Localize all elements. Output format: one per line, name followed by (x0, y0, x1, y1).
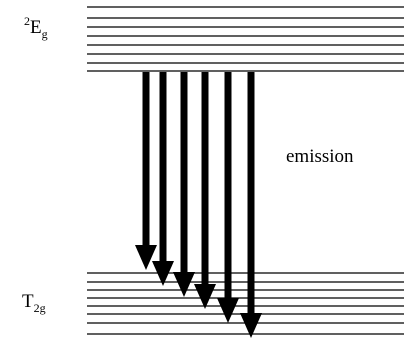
upper-state-superscript: 2 (24, 14, 30, 28)
emission-arrow (194, 72, 216, 309)
emission-arrows (135, 72, 262, 338)
upper-state-subscript: g (41, 27, 48, 41)
emission-arrow (135, 72, 157, 270)
upper-state-levels (87, 6, 404, 72)
emission-arrow (152, 72, 174, 286)
upper-state-label: 2Eg (24, 15, 48, 40)
emission-label: emission (286, 146, 354, 167)
upper-state-symbol: E (30, 17, 42, 38)
lower-state-symbol: T (22, 291, 34, 312)
lower-state-label: T2g (22, 292, 46, 314)
emission-arrow (217, 72, 239, 323)
emission-arrow (240, 72, 262, 338)
lower-state-subscript: 2g (33, 301, 46, 315)
emission-arrow (173, 72, 195, 297)
